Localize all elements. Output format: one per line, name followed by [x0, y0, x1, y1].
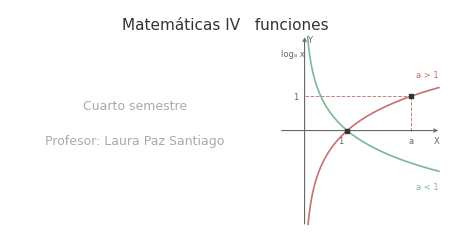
Text: 1: 1	[293, 92, 299, 101]
Text: 1: 1	[338, 137, 343, 146]
Text: X: X	[434, 136, 440, 145]
Text: Profesor: Laura Paz Santiago: Profesor: Laura Paz Santiago	[45, 135, 225, 148]
Text: a > 1: a > 1	[416, 71, 439, 80]
Text: a: a	[409, 137, 414, 146]
Text: logₐ x: logₐ x	[281, 49, 305, 58]
Text: Y: Y	[307, 36, 312, 45]
Text: Matemáticas IV   funciones: Matemáticas IV funciones	[122, 18, 328, 33]
Text: Cuarto semestre: Cuarto semestre	[83, 99, 187, 112]
Text: a < 1: a < 1	[416, 182, 439, 191]
